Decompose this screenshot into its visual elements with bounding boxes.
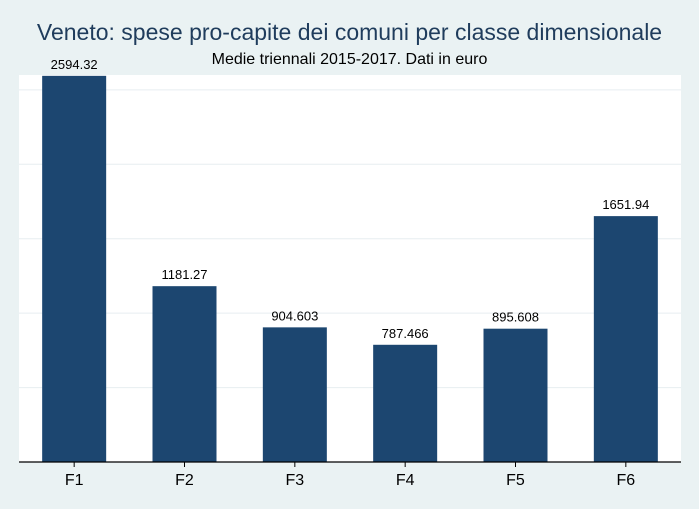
data-label: 787.466 <box>382 326 429 341</box>
bar <box>262 327 327 462</box>
x-tick-label: F6 <box>616 472 635 489</box>
chart-title: Veneto: spese pro-capite dei comuni per … <box>36 19 663 45</box>
data-label: 895.608 <box>492 310 539 325</box>
x-tick-label: F1 <box>65 472 84 489</box>
data-label: 1181.27 <box>161 267 207 282</box>
bar <box>152 286 217 462</box>
x-tick-label: F5 <box>506 472 525 489</box>
bar <box>42 75 107 462</box>
bar <box>483 328 548 462</box>
bar <box>373 344 438 462</box>
data-label: 904.603 <box>271 308 318 323</box>
bar <box>593 216 658 462</box>
chart-subtitle: Medie triennali 2015-2017. Dati in euro <box>211 51 488 68</box>
data-label: 2594.32 <box>51 57 98 72</box>
x-tick-label: F2 <box>175 472 194 489</box>
x-tick-label: F3 <box>285 472 304 489</box>
plot-area <box>19 75 681 462</box>
data-label: 1651.94 <box>602 197 649 212</box>
x-tick-label: F4 <box>396 472 415 489</box>
